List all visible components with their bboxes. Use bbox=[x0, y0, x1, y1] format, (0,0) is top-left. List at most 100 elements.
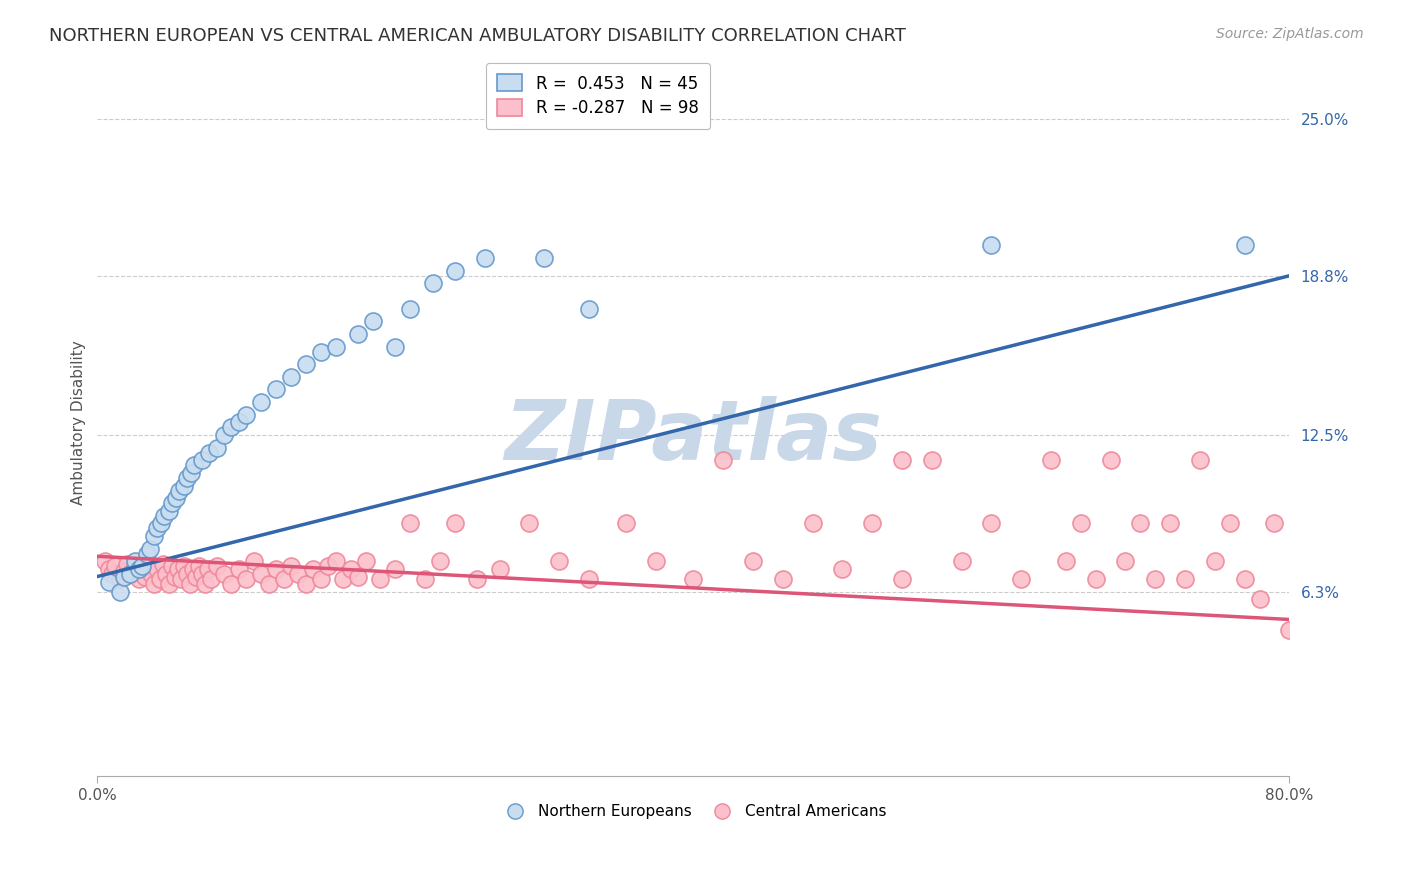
Point bbox=[980, 238, 1002, 252]
Point bbox=[1233, 572, 1256, 586]
Point bbox=[146, 562, 169, 576]
Point bbox=[194, 577, 217, 591]
Point bbox=[173, 478, 195, 492]
Point bbox=[101, 566, 124, 581]
Point bbox=[157, 577, 180, 591]
Point bbox=[890, 572, 912, 586]
Point bbox=[339, 562, 361, 576]
Point bbox=[98, 574, 121, 589]
Point bbox=[221, 577, 243, 591]
Point bbox=[474, 251, 496, 265]
Point bbox=[157, 504, 180, 518]
Text: NORTHERN EUROPEAN VS CENTRAL AMERICAN AMBULATORY DISABILITY CORRELATION CHART: NORTHERN EUROPEAN VS CENTRAL AMERICAN AM… bbox=[49, 27, 905, 45]
Point bbox=[124, 559, 146, 574]
Point bbox=[190, 566, 212, 581]
Point bbox=[120, 566, 142, 581]
Point bbox=[287, 566, 309, 581]
Point bbox=[169, 483, 191, 498]
Point bbox=[104, 559, 127, 574]
Point bbox=[325, 339, 347, 353]
Point bbox=[179, 577, 201, 591]
Point bbox=[136, 559, 159, 574]
Point bbox=[347, 326, 370, 341]
Point bbox=[131, 562, 153, 576]
Y-axis label: Ambulatory Disability: Ambulatory Disability bbox=[72, 340, 86, 505]
Legend: Northern Europeans, Central Americans: Northern Europeans, Central Americans bbox=[494, 798, 893, 825]
Point bbox=[1263, 516, 1285, 531]
Point bbox=[1278, 623, 1301, 637]
Point bbox=[1129, 516, 1152, 531]
Point bbox=[309, 572, 332, 586]
Point bbox=[682, 572, 704, 586]
Point bbox=[134, 569, 156, 583]
Point bbox=[742, 554, 765, 568]
Point bbox=[1114, 554, 1136, 568]
Point bbox=[128, 562, 150, 576]
Point bbox=[444, 516, 467, 531]
Point bbox=[1039, 453, 1062, 467]
Point bbox=[316, 559, 339, 574]
Point bbox=[124, 554, 146, 568]
Point bbox=[1219, 516, 1241, 531]
Point bbox=[1204, 554, 1226, 568]
Point bbox=[183, 458, 205, 473]
Text: Source: ZipAtlas.com: Source: ZipAtlas.com bbox=[1216, 27, 1364, 41]
Point bbox=[384, 339, 406, 353]
Point bbox=[1174, 572, 1197, 586]
Point bbox=[1070, 516, 1092, 531]
Point bbox=[180, 466, 202, 480]
Point bbox=[1233, 238, 1256, 252]
Point bbox=[131, 559, 153, 574]
Point bbox=[228, 562, 250, 576]
Point bbox=[578, 301, 600, 316]
Point bbox=[149, 572, 172, 586]
Point bbox=[309, 344, 332, 359]
Point bbox=[361, 314, 384, 328]
Point bbox=[1099, 453, 1122, 467]
Point bbox=[801, 516, 824, 531]
Point bbox=[235, 572, 257, 586]
Point bbox=[112, 569, 135, 583]
Point bbox=[1010, 572, 1032, 586]
Point bbox=[273, 572, 295, 586]
Point bbox=[212, 428, 235, 442]
Point bbox=[138, 541, 160, 556]
Point bbox=[160, 496, 183, 510]
Point bbox=[413, 572, 436, 586]
Point bbox=[205, 441, 228, 455]
Point bbox=[264, 562, 287, 576]
Point bbox=[533, 251, 555, 265]
Point bbox=[128, 572, 150, 586]
Point bbox=[235, 408, 257, 422]
Point bbox=[243, 554, 266, 568]
Point bbox=[422, 277, 444, 291]
Point bbox=[198, 445, 221, 459]
Point bbox=[115, 557, 138, 571]
Point bbox=[108, 572, 131, 586]
Point bbox=[152, 557, 174, 571]
Point bbox=[176, 471, 198, 485]
Point bbox=[221, 420, 243, 434]
Point bbox=[921, 453, 943, 467]
Point bbox=[429, 554, 451, 568]
Point bbox=[184, 569, 207, 583]
Point bbox=[228, 415, 250, 429]
Point bbox=[94, 554, 117, 568]
Point bbox=[325, 554, 347, 568]
Point bbox=[250, 395, 273, 409]
Point bbox=[370, 572, 392, 586]
Point bbox=[950, 554, 973, 568]
Point bbox=[120, 566, 142, 581]
Point bbox=[519, 516, 541, 531]
Point bbox=[135, 547, 157, 561]
Point bbox=[860, 516, 883, 531]
Point bbox=[173, 559, 195, 574]
Point bbox=[176, 566, 198, 581]
Point bbox=[155, 566, 177, 581]
Point bbox=[165, 491, 187, 505]
Point bbox=[614, 516, 637, 531]
Point bbox=[257, 577, 280, 591]
Point bbox=[160, 559, 183, 574]
Point bbox=[143, 577, 166, 591]
Point bbox=[250, 566, 273, 581]
